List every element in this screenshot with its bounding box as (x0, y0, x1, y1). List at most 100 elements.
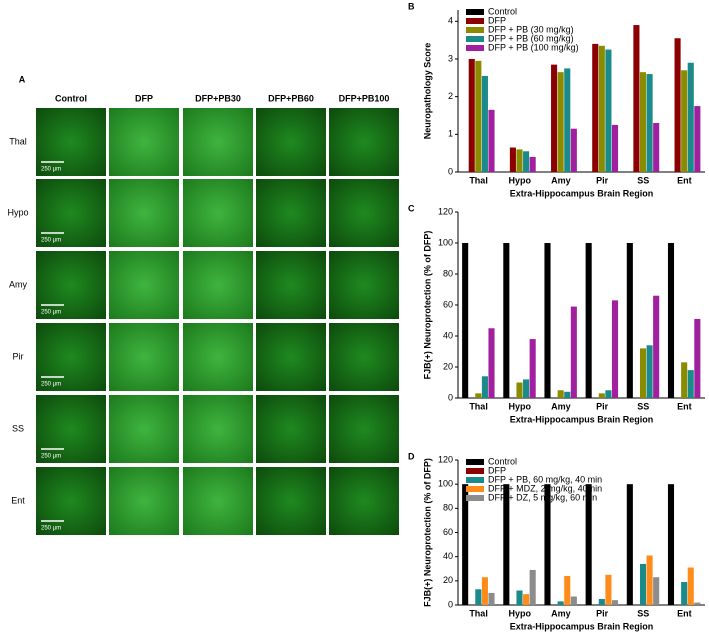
bar (653, 295, 660, 398)
legend-label: DFP (488, 15, 506, 25)
bar (475, 60, 482, 172)
x-axis-label: Extra-Hippocampus Brain Region (510, 188, 654, 198)
y-axis-label: FJB(+) Neuroprotection (% of DFP) (422, 231, 432, 380)
panel-label: C (408, 203, 415, 213)
bar (639, 348, 647, 398)
bar (570, 128, 577, 172)
y-tick-label: 0 (448, 392, 453, 402)
x-tick-label: Ent (677, 401, 692, 411)
bar (544, 243, 551, 398)
micrograph (329, 251, 399, 319)
legend-label: DFP (488, 465, 506, 475)
legend-swatch (466, 9, 484, 15)
x-tick-label: SS (637, 608, 649, 618)
y-tick-label: 0 (448, 166, 453, 176)
bar (687, 370, 694, 398)
bar (694, 602, 701, 605)
bar (516, 382, 523, 398)
bar (523, 379, 530, 398)
micrograph (36, 108, 106, 176)
micrograph (183, 467, 253, 535)
bar (544, 484, 551, 605)
column-header: DFP+PB60 (268, 93, 314, 103)
bar (646, 345, 653, 398)
micrograph (109, 467, 179, 535)
bar (475, 589, 482, 605)
legend-label: DFP + PB (60 mg/kg) (488, 33, 574, 43)
bar (646, 555, 653, 605)
legend-swatch (466, 27, 484, 33)
bar (681, 70, 688, 172)
legend-label: DFP + PB, 60 mg/kg, 40 min (488, 474, 602, 484)
y-axis-label: FJB(+) Neuroprotection (% of DFP) (422, 458, 432, 607)
bar (481, 75, 488, 172)
bar (557, 601, 564, 605)
x-tick-label: Pir (596, 401, 609, 411)
y-tick-label: 60 (443, 527, 453, 537)
bar (626, 484, 633, 605)
bar (488, 109, 495, 172)
bar (481, 577, 488, 605)
x-tick-label: Amy (551, 401, 571, 411)
scale-bar-label: 250 µm (41, 238, 61, 244)
x-tick-label: SS (637, 401, 649, 411)
y-tick-label: 100 (438, 479, 453, 489)
legend-label: DFP + DZ, 5 mg/kg, 60 min (488, 492, 597, 502)
bar (488, 592, 495, 605)
micrograph (329, 108, 399, 176)
bar (529, 156, 536, 172)
legend-swatch (466, 495, 484, 501)
micrograph (109, 323, 179, 391)
micrograph (36, 323, 106, 391)
bar (598, 393, 605, 398)
micrograph (183, 179, 253, 247)
bar (509, 147, 516, 172)
scale-bar-label: 250 µm (41, 454, 61, 460)
micrograph (183, 108, 253, 176)
legend-label: Control (488, 456, 517, 466)
y-tick-label: 100 (438, 237, 453, 247)
bar (694, 318, 701, 398)
bar (516, 149, 523, 172)
y-tick-label: 4 (448, 16, 453, 26)
bar (687, 567, 694, 605)
scale-bar-label: 250 µm (41, 526, 61, 532)
row-label: Ent (11, 495, 25, 505)
micrograph (256, 179, 326, 247)
bar (516, 590, 523, 605)
micrograph (36, 251, 106, 319)
micrograph (256, 467, 326, 535)
bar (551, 64, 558, 172)
micrograph (329, 395, 399, 463)
bar (585, 243, 592, 398)
bar (598, 45, 605, 173)
panel-label: B (408, 1, 415, 11)
bar (611, 124, 619, 172)
scale-bar-label: 250 µm (41, 382, 61, 388)
bar (570, 596, 577, 605)
bar (564, 576, 571, 605)
micrograph (109, 395, 179, 463)
micrograph (256, 395, 326, 463)
x-tick-label: Amy (551, 608, 571, 618)
y-tick-label: 120 (438, 206, 453, 216)
column-header: DFP (135, 93, 153, 103)
bar (611, 600, 619, 605)
x-tick-label: Amy (551, 175, 571, 185)
micrograph (329, 179, 399, 247)
bar (529, 339, 536, 398)
bar (488, 328, 495, 398)
row-label: SS (12, 423, 24, 433)
scale-bar-label: 250 µm (41, 167, 61, 173)
bar (462, 243, 469, 398)
legend-label: DFP + MDZ, 2 mg/kg, 40min (488, 483, 602, 493)
micrograph (256, 251, 326, 319)
micrograph (183, 251, 253, 319)
bar (570, 306, 577, 398)
x-axis-label: Extra-Hippocampus Brain Region (510, 414, 654, 424)
bar (611, 300, 619, 398)
micrograph (183, 395, 253, 463)
bar (605, 49, 612, 173)
x-tick-label: Hypo (509, 401, 532, 411)
